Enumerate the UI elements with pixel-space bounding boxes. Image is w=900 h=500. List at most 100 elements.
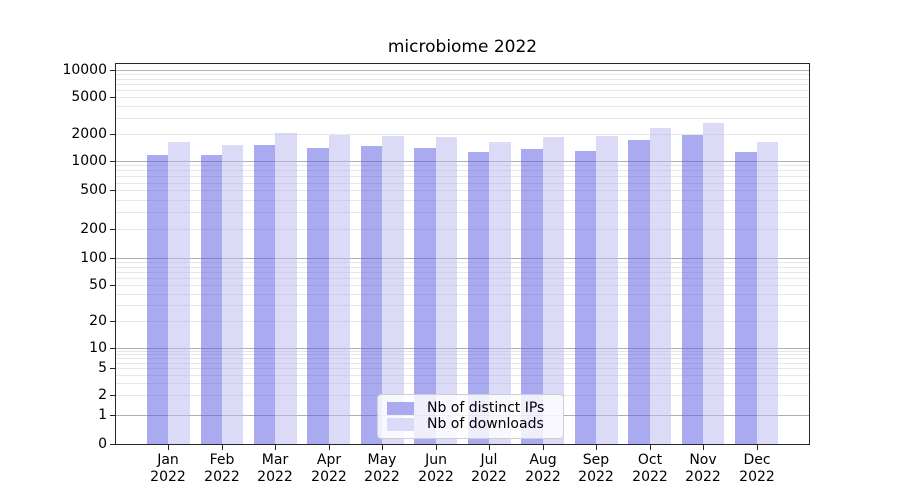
bar-distinct-ips-dec: [735, 152, 757, 445]
y-tick-mark: [110, 97, 115, 98]
bar-downloads-mar: [275, 132, 297, 445]
bar-distinct-ips-sep: [574, 150, 597, 445]
gridline-minor: [115, 383, 810, 384]
x-tick-month: Apr: [316, 452, 342, 468]
bar-distinct-ips-oct: [628, 140, 650, 445]
bar-distinct-ips-jul: [467, 152, 490, 445]
bar-downloads-dec: [756, 142, 778, 445]
y-tick-mark: [110, 285, 115, 286]
y-tick-label: 2000: [71, 126, 107, 142]
x-tick-month: Sep: [582, 452, 610, 468]
gridline-minor: [115, 262, 810, 263]
gridline-minor: [115, 354, 810, 355]
y-tick-label: 200: [80, 221, 107, 237]
gridline-minor: [115, 363, 810, 364]
gridline-minor: [115, 118, 810, 119]
x-tick-month: Jul: [480, 452, 498, 468]
gridline-minor: [115, 278, 810, 279]
x-tick-label: Aug 2022: [511, 452, 575, 486]
x-tick-year: 2022: [685, 469, 721, 485]
bar-distinct-ips-apr: [307, 147, 329, 445]
gridline-minor: [115, 74, 810, 75]
y-tick-label: 2: [98, 387, 107, 403]
y-tick-mark: [110, 134, 115, 135]
x-tick-year: 2022: [739, 469, 775, 485]
x-tick-mark: [382, 445, 383, 450]
gridline-minor: [115, 212, 810, 213]
x-tick-label: Feb 2022: [190, 452, 254, 486]
x-tick-year: 2022: [364, 469, 400, 485]
x-tick-month: Dec: [743, 452, 771, 468]
gridline-major: [115, 70, 810, 71]
bar-downloads-sep: [596, 135, 618, 445]
x-tick-mark: [168, 445, 169, 450]
y-tick-mark: [110, 70, 115, 71]
y-tick-mark: [110, 395, 115, 396]
x-tick-year: 2022: [311, 469, 347, 485]
x-tick-label: Oct 2022: [618, 452, 682, 486]
x-tick-mark: [489, 445, 490, 450]
y-tick-label: 5: [98, 360, 107, 376]
x-tick-mark: [543, 445, 544, 450]
legend-item-downloads: Nb of downloads: [387, 417, 555, 432]
gridline-minor: [115, 106, 810, 107]
y-tick-label: 5000: [71, 89, 107, 105]
x-tick-mark: [275, 445, 276, 450]
gridline-major: [115, 161, 810, 162]
y-tick-mark: [110, 444, 115, 445]
y-tick-mark: [110, 348, 115, 349]
x-tick-mark: [596, 445, 597, 450]
x-tick-month: Oct: [637, 452, 663, 468]
bar-distinct-ips-jan: [147, 155, 169, 445]
gridline-minor: [115, 272, 810, 273]
chart-title: microbiome 2022: [387, 37, 538, 57]
y-tick-label: 20: [89, 313, 107, 329]
bar-downloads-jul: [489, 142, 511, 445]
bar-downloads-may: [382, 135, 404, 445]
x-tick-year: 2022: [257, 469, 293, 485]
gridline-minor: [115, 84, 810, 85]
gridline-minor: [115, 368, 810, 369]
gridline-minor: [115, 285, 810, 286]
x-tick-mark: [436, 445, 437, 450]
bar-distinct-ips-nov: [681, 134, 704, 445]
x-tick-year: 2022: [471, 469, 507, 485]
bar-distinct-ips-may: [360, 146, 383, 445]
gridline-minor: [115, 190, 810, 191]
bar-downloads-jan: [168, 142, 190, 445]
gridlines-layer: [115, 63, 810, 445]
x-tick-label: Dec 2022: [725, 452, 789, 486]
x-tick-year: 2022: [525, 469, 561, 485]
x-tick-mark: [650, 445, 651, 450]
x-tick-month: Feb: [209, 452, 235, 468]
x-tick-month: Nov: [689, 452, 717, 468]
y-tick-label: 1: [98, 407, 107, 423]
y-tick-label: 1000: [71, 153, 107, 169]
legend-swatch-distinct-ips: [387, 402, 414, 415]
x-tick-year: 2022: [578, 469, 614, 485]
y-tick-mark: [110, 415, 115, 416]
x-tick-month: Aug: [529, 452, 557, 468]
gridline-minor: [115, 79, 810, 80]
x-tick-year: 2022: [632, 469, 668, 485]
x-tick-mark: [222, 445, 223, 450]
x-tick-label: Apr 2022: [297, 452, 361, 486]
x-tick-label: Jun 2022: [404, 452, 468, 486]
gridline-minor: [115, 90, 810, 91]
x-tick-label: Nov 2022: [671, 452, 735, 486]
y-tick-label: 10: [89, 340, 107, 356]
gridline-minor: [115, 294, 810, 295]
gridline-major: [115, 258, 810, 259]
x-tick-label: Mar 2022: [243, 452, 307, 486]
y-tick-mark: [110, 161, 115, 162]
gridline-minor: [115, 351, 810, 352]
legend-label-downloads: Nb of downloads: [427, 416, 544, 432]
bar-downloads-jun: [435, 136, 458, 445]
y-tick-label: 10000: [62, 62, 107, 78]
gridline-minor: [115, 267, 810, 268]
y-tick-mark: [110, 321, 115, 322]
x-tick-label: Jan 2022: [136, 452, 200, 486]
bar-distinct-ips-feb: [200, 155, 222, 445]
x-tick-label: Jul 2022: [457, 452, 521, 486]
